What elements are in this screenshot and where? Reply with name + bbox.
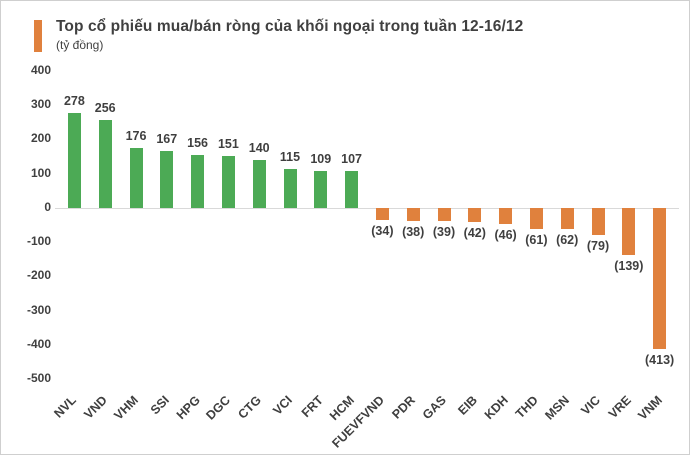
chart-header: Top cổ phiếu mua/bán ròng của khối ngoại… — [34, 17, 523, 53]
legend-marker — [34, 20, 42, 52]
y-tick-label: 100 — [30, 165, 51, 180]
bar-value-label: (62) — [556, 233, 579, 248]
bar-value-label: 140 — [248, 140, 270, 155]
bar-value-label: 109 — [310, 151, 332, 166]
bar-value-label: (38) — [402, 224, 425, 239]
bar — [499, 207, 513, 224]
bar-value-label: (39) — [432, 225, 456, 240]
y-tick-label: 300 — [30, 97, 51, 112]
bar-value-label: 278 — [63, 93, 85, 108]
y-tick-label: 400 — [30, 63, 51, 77]
y-tick-label: -300 — [26, 302, 51, 317]
bar-value-label: (34) — [371, 223, 394, 238]
bar-value-label: (79) — [586, 238, 610, 253]
bar — [314, 170, 328, 208]
y-tick-label: 0 — [44, 199, 51, 214]
bar-value-label: 115 — [279, 149, 301, 164]
chart-subtitle: (tỷ đồng) — [56, 38, 104, 52]
bar — [160, 150, 174, 208]
bar — [529, 207, 543, 229]
chart-title: Top cổ phiếu mua/bán ròng của khối ngoại… — [56, 18, 524, 35]
bar-value-label: (61) — [525, 232, 548, 247]
bar — [437, 207, 451, 222]
y-tick-label: -500 — [26, 371, 51, 385]
bar-value-label: 167 — [156, 131, 178, 146]
bar — [560, 207, 574, 230]
zero-axis-line — [55, 207, 679, 209]
bar-value-label: 176 — [125, 128, 147, 143]
bar-value-label: 256 — [94, 101, 116, 116]
bar — [345, 171, 359, 208]
bar — [252, 159, 266, 208]
y-tick-label: 200 — [30, 131, 51, 146]
bar — [129, 147, 143, 208]
bar — [653, 207, 667, 350]
bar — [191, 154, 205, 208]
bar-value-label: (42) — [463, 226, 486, 241]
bar-value-label: 107 — [341, 152, 363, 167]
bar-value-label: (46) — [494, 227, 517, 242]
bar — [67, 112, 81, 208]
bar — [591, 207, 605, 235]
y-tick-label: -400 — [26, 336, 51, 351]
y-tick-label: -100 — [26, 234, 51, 249]
bar-value-label: 156 — [187, 135, 209, 150]
bar-value-label: (413) — [645, 353, 675, 368]
bar — [221, 156, 235, 208]
bar-chart: 400 300 200 100 0 -100 -200 -300 -400 -500 278 NVL 2… — [13, 59, 681, 451]
bar-value-label: (139) — [614, 259, 644, 274]
bar — [375, 207, 389, 220]
bar — [283, 168, 297, 208]
y-tick-label: -200 — [26, 268, 51, 283]
bar-value-label: 151 — [217, 137, 239, 152]
bar — [622, 207, 636, 256]
bar — [406, 207, 420, 221]
bar — [468, 207, 482, 223]
bar — [98, 120, 112, 208]
